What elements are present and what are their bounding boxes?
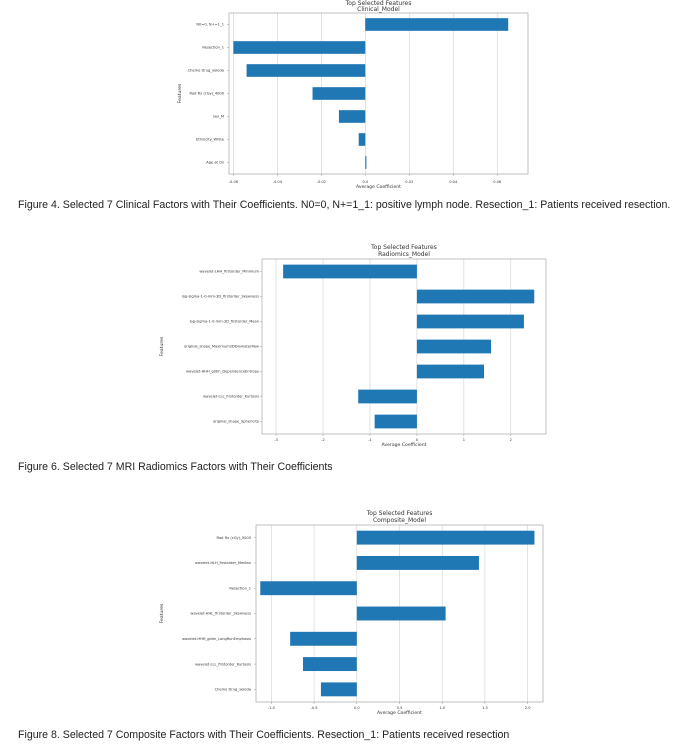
x-tick-label: -3 xyxy=(274,438,278,442)
bar xyxy=(416,364,485,379)
bar xyxy=(416,289,535,304)
y-tick-label: original_shape_Sphericity xyxy=(213,420,260,424)
bar xyxy=(312,87,366,100)
x-axis-label: Average Coefficient xyxy=(356,184,401,190)
y-tick-label: wavelet-HHH_gldm_LongRunEmphasis xyxy=(182,637,251,641)
y-tick-label: log-sigma-1-0-mm-3D_firstorder_Skewness xyxy=(182,295,259,299)
plot-frame xyxy=(261,258,547,435)
x-tick-label: 2 xyxy=(510,438,512,442)
plot-frame xyxy=(228,12,529,175)
bar xyxy=(290,631,357,646)
x-tick-label: -1.0 xyxy=(268,706,276,710)
x-tick-label: -2 xyxy=(321,438,325,442)
x-tick-label: 0.5 xyxy=(397,706,403,710)
x-axis-label: Average Coefficient xyxy=(382,442,427,448)
bar xyxy=(356,555,479,570)
chart-title: Top Selected Features xyxy=(370,244,437,251)
bar xyxy=(338,110,366,123)
chart-title: Top Selected Features xyxy=(366,510,433,517)
y-tick-label: wavelet-HLH_firstorder_Median xyxy=(195,561,251,565)
y-tick-label: Ethnicity_White xyxy=(196,138,225,142)
figure-radiomics: Top Selected Features Radiomics_Model -3 -2… xyxy=(18,244,547,473)
x-tick-label: -1 xyxy=(368,438,372,442)
bar xyxy=(233,41,366,54)
x-tick-label: 2.0 xyxy=(525,706,531,710)
bar xyxy=(358,389,417,404)
bar xyxy=(356,530,535,545)
caption-clinical: Figure 4. Selected 7 Clinical Factors wi… xyxy=(18,199,671,211)
y-tick-label: Resection_1 xyxy=(202,46,224,50)
x-tick-label: 1.5 xyxy=(482,706,488,710)
chart-title: Top Selected Features xyxy=(345,0,412,7)
y-tick-label: sex_M xyxy=(213,115,224,119)
x-tick-label: -0.04 xyxy=(273,180,283,184)
x-tick-label: 1.0 xyxy=(439,706,445,710)
bar xyxy=(365,18,509,31)
y-axis-label: Features xyxy=(159,336,165,356)
bar xyxy=(416,339,492,354)
bar xyxy=(320,682,357,697)
y-tick-label: N0=0, N+=1_1 xyxy=(196,23,224,27)
y-tick-label: Chemo Drug_xeloda xyxy=(188,69,224,73)
bar xyxy=(246,64,366,77)
y-tick-label: Resection_1 xyxy=(229,586,251,590)
y-tick-label: wavelet-LLL_firstorder_Kurtosis xyxy=(203,395,259,399)
bar xyxy=(365,156,367,169)
bar xyxy=(358,133,366,146)
y-tick-label: wavelet-LLL_firstorder_Kurtosis xyxy=(195,662,251,666)
y-tick-label: wavelet-HHH_gldm_DependenceEntropy xyxy=(186,370,260,374)
y-tick-label: original_shape_Maximum2DDiameterRow xyxy=(184,345,259,349)
x-tick-label: 0.0 xyxy=(354,706,360,710)
x-tick-label: 0.06 xyxy=(493,180,502,184)
chart-subtitle: Composite_Model xyxy=(373,517,426,524)
plot-frame xyxy=(255,524,544,703)
x-tick-label: 0 xyxy=(416,438,419,442)
x-tick-label: 0.0 xyxy=(362,180,368,184)
bar xyxy=(283,264,417,279)
y-tick-label: Chemo Drug_xeloda xyxy=(215,688,251,692)
y-tick-label: Rad Rx (cGy)_4000 xyxy=(190,92,225,96)
x-tick-label: -0.5 xyxy=(311,706,318,710)
y-axis-label: Features xyxy=(177,83,183,103)
chart-subtitle: Clinical_Model xyxy=(357,6,400,13)
y-tick-label: wavelet-LHH_firstorder_Minimum xyxy=(199,270,259,274)
y-tick-label: log-sigma-1-0-mm-3D_firstorder_Mean xyxy=(190,320,259,324)
chart-subtitle: Radiomics_Model xyxy=(378,251,430,258)
x-tick-label: 1 xyxy=(463,438,465,442)
bar xyxy=(416,314,524,329)
x-tick-label: 0.04 xyxy=(449,180,458,184)
x-tick-label: -0.02 xyxy=(317,180,326,184)
y-axis-label: Features xyxy=(159,603,165,623)
bar xyxy=(302,657,357,672)
x-tick-label: -0.06 xyxy=(229,180,239,184)
caption-composite: Figure 8. Selected 7 Composite Factors w… xyxy=(18,729,510,741)
x-tick-label: 0.02 xyxy=(405,180,413,184)
caption-radiomics: Figure 6. Selected 7 MRI Radiomics Facto… xyxy=(18,461,333,473)
y-tick-label: Rad Rx (cGy)_5000 xyxy=(217,536,252,540)
bar xyxy=(260,581,357,596)
y-tick-label: Age at Dx xyxy=(206,161,225,165)
bar xyxy=(374,414,417,429)
figure-clinical: Top Selected Features Clinical_Model -0.06… xyxy=(0,0,696,215)
x-axis-label: Average Coefficient xyxy=(377,710,422,716)
bar xyxy=(356,606,446,621)
y-tick-label: wavelet-HHL_firstorder_Skewness xyxy=(190,612,251,616)
